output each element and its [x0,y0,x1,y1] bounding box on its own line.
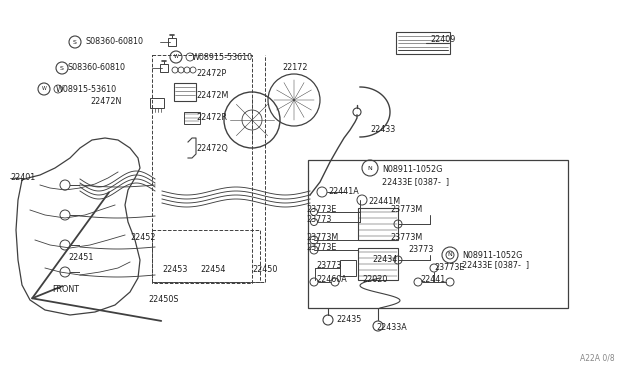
Text: 22454: 22454 [200,266,225,275]
Bar [168,38,176,46]
Text: 23773: 23773 [306,215,332,224]
Text: 23773: 23773 [316,260,341,269]
Text: S: S [73,39,77,45]
Text: N: N [367,166,372,170]
Text: 22433: 22433 [370,125,396,135]
Text: 22452: 22452 [130,234,156,243]
Text: W08915-53610: W08915-53610 [56,84,117,93]
Bar [358,208,398,240]
Text: FRONT: FRONT [52,285,79,295]
Text: 22460A: 22460A [316,276,347,285]
Bar [150,98,164,108]
Bar [396,32,450,54]
Text: 23773E: 23773E [306,244,337,253]
Text: 22434: 22434 [372,256,397,264]
Text: 22433A: 22433A [376,324,407,333]
Text: 23773M: 23773M [390,205,422,215]
Text: 22472N: 22472N [90,97,122,106]
Text: 22409: 22409 [430,35,456,45]
Text: 22450: 22450 [252,266,277,275]
Bar [174,83,196,101]
Text: A22A 0/8: A22A 0/8 [580,353,614,362]
Text: 22441A: 22441A [328,187,359,196]
Bar [308,160,568,308]
Text: S: S [60,65,64,71]
Text: 22433E [0387-  ]: 22433E [0387- ] [382,177,449,186]
Bar [340,260,356,276]
Text: 23773: 23773 [408,246,433,254]
Text: W: W [42,87,47,92]
Bar [358,248,398,280]
Text: 22401: 22401 [10,173,35,183]
Text: S08360-60810: S08360-60810 [68,64,126,73]
Text: 22472P: 22472P [196,68,227,77]
Text: N08911-1052G: N08911-1052G [382,166,442,174]
Text: S08360-60810: S08360-60810 [86,38,144,46]
Bar [184,112,200,124]
Text: 23773M: 23773M [390,234,422,243]
Text: 22451: 22451 [68,253,93,263]
Text: 22020: 22020 [362,276,387,285]
Text: 22472Q: 22472Q [196,144,228,153]
Text: 23773E: 23773E [306,205,337,215]
Bar [152,55,252,283]
Text: W: W [173,55,179,60]
Text: 22450S: 22450S [148,295,179,305]
Text: 22453: 22453 [162,266,188,275]
Text: 23773E: 23773E [434,263,465,273]
Text: 22441M: 22441M [368,198,400,206]
Bar [152,230,260,282]
Bar [160,64,168,72]
Text: 22433E [0387-  ]: 22433E [0387- ] [462,260,529,269]
Text: 22172: 22172 [282,64,307,73]
Text: W08915-53610: W08915-53610 [192,52,253,61]
Text: N: N [447,253,452,257]
Text: 22441: 22441 [420,276,445,285]
Text: 23773M: 23773M [306,234,339,243]
Text: N08911-1052G: N08911-1052G [462,250,522,260]
Text: 22472R: 22472R [196,112,227,122]
Text: 22435: 22435 [336,315,362,324]
Text: 22472M: 22472M [196,90,228,99]
